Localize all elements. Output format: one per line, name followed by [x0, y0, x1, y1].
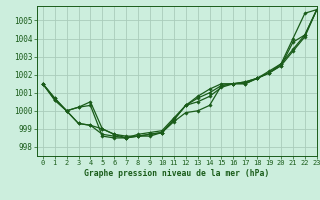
X-axis label: Graphe pression niveau de la mer (hPa): Graphe pression niveau de la mer (hPa) [84, 169, 269, 178]
